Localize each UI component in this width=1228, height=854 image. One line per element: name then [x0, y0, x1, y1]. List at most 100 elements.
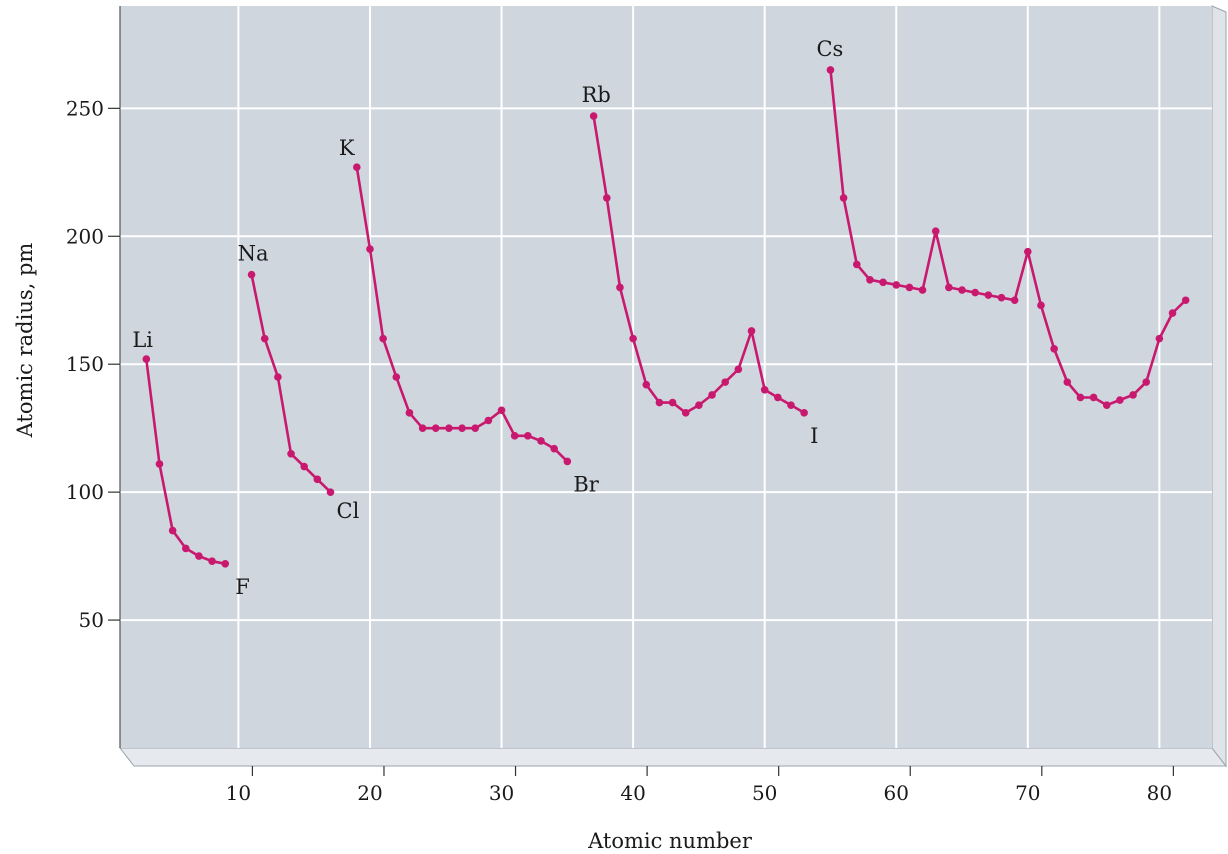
data-point — [247, 270, 256, 279]
data-point — [589, 112, 598, 120]
x-tick-label: 50 — [752, 781, 777, 805]
element-label-f: F — [235, 575, 250, 599]
data-point — [537, 437, 545, 445]
data-point — [668, 398, 677, 407]
x-tick-label: 20 — [357, 781, 382, 805]
data-point — [997, 293, 1006, 302]
data-point — [550, 444, 558, 453]
data-point — [458, 424, 466, 432]
data-point — [866, 275, 874, 284]
data-point — [313, 475, 322, 484]
plot-background — [120, 6, 1212, 748]
data-point — [471, 424, 480, 432]
element-label-rb: Rb — [582, 83, 611, 107]
data-point — [945, 283, 953, 292]
annotation-group: Li F Na Cl K Br Rb I Cs — [132, 37, 843, 599]
data-point — [168, 526, 177, 535]
data-point — [418, 424, 427, 432]
data-point — [445, 424, 453, 432]
data-point — [905, 283, 914, 292]
data-point — [1116, 396, 1124, 404]
x-tick-label: 70 — [1015, 781, 1040, 805]
data-point — [616, 283, 624, 292]
data-point — [563, 457, 572, 466]
grid — [120, 6, 1212, 748]
y-axis-title: Atomic radius, pm — [13, 243, 37, 439]
data-point — [431, 424, 440, 432]
x-tick-label: 80 — [1147, 781, 1172, 805]
data-point — [918, 286, 927, 294]
data-point — [800, 409, 808, 417]
data-point — [1037, 301, 1045, 310]
data-point — [695, 401, 703, 409]
data-point — [642, 380, 651, 389]
x-tick-label: 60 — [884, 781, 909, 805]
data-point — [524, 432, 532, 440]
data-point — [734, 365, 743, 374]
data-point — [787, 401, 795, 409]
data-point — [774, 393, 782, 402]
data-point — [984, 291, 993, 299]
data-point — [260, 334, 269, 343]
plot-side-strip — [1211, 5, 1227, 768]
x-tick-label: 40 — [620, 781, 645, 805]
data-point — [1010, 296, 1019, 305]
data-point — [300, 462, 308, 471]
data-point — [931, 227, 940, 235]
data-point — [1089, 393, 1098, 402]
data-point — [1024, 247, 1032, 256]
data-point — [839, 194, 848, 202]
data-point — [971, 288, 979, 297]
data-point — [366, 245, 374, 253]
element-label-br: Br — [573, 472, 599, 496]
axes: 50 100 150 200 250 10 20 30 40 50 60 70 80 — [66, 6, 1174, 805]
data-point — [1181, 296, 1190, 305]
element-label-k: K — [339, 136, 355, 160]
data-point — [379, 334, 387, 343]
data-point — [221, 559, 230, 568]
plot-base-strip — [118, 747, 1228, 767]
data-point — [510, 432, 519, 440]
element-label-na: Na — [238, 242, 269, 266]
data-point — [155, 460, 164, 468]
data-point — [1168, 309, 1177, 317]
data-point — [405, 409, 414, 417]
element-label-cl: Cl — [337, 499, 360, 523]
data-point — [1050, 345, 1058, 353]
y-tick-label: 200 — [66, 224, 104, 248]
data-point — [721, 378, 730, 386]
data-point — [760, 385, 769, 394]
y-tick-label: 100 — [66, 480, 104, 504]
data-point — [181, 544, 190, 553]
element-label-i: I — [810, 424, 818, 448]
data-point — [655, 398, 664, 407]
data-point — [747, 327, 756, 335]
data-point — [708, 391, 716, 399]
data-point — [826, 66, 835, 74]
data-point — [1155, 334, 1164, 343]
data-point — [1063, 378, 1072, 386]
data-point — [1142, 378, 1151, 386]
data-point — [879, 278, 887, 287]
data-point — [353, 163, 361, 171]
data-point — [958, 286, 966, 294]
data-point — [287, 449, 295, 458]
data-point — [1129, 391, 1137, 399]
data-point — [629, 334, 637, 343]
series-line-5 — [829, 69, 1187, 407]
data-point — [892, 281, 901, 289]
data-point — [852, 260, 861, 269]
x-tick-label: 10 — [226, 781, 251, 805]
x-tick-label: 30 — [489, 781, 514, 805]
data-point — [392, 373, 401, 381]
data-point — [1076, 393, 1085, 402]
data-point — [484, 416, 493, 425]
data-point — [326, 488, 335, 496]
data-point — [208, 557, 216, 566]
y-tick-label: 250 — [66, 96, 104, 120]
data-point — [195, 552, 203, 560]
data-point — [681, 409, 690, 417]
data-point — [497, 406, 506, 415]
element-label-cs: Cs — [816, 37, 843, 61]
